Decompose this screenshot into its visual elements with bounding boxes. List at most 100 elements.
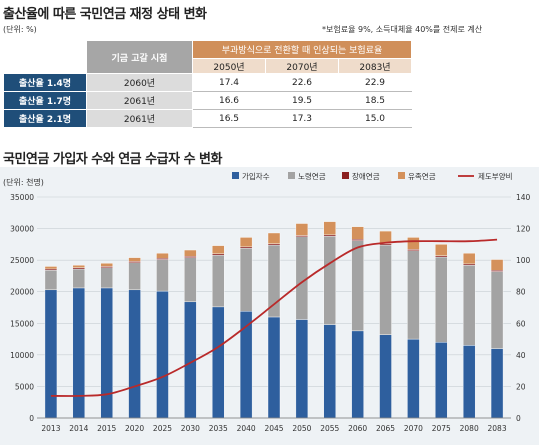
dependency-ratio-line — [50, 238, 498, 397]
depletion-year: 2061년 — [86, 109, 193, 128]
bar-segment — [128, 289, 141, 419]
bars — [44, 221, 504, 419]
bar-segment — [379, 334, 392, 419]
bar-segment — [156, 259, 169, 292]
bar-segment — [295, 223, 309, 236]
x-tick-label: 2020 — [125, 424, 144, 433]
bar-segment — [100, 267, 113, 289]
x-tick-label: 2045 — [264, 424, 283, 433]
bar-segment — [239, 247, 253, 312]
rate-cell: 19.5 — [265, 91, 339, 110]
dependency-line — [50, 238, 498, 397]
y-tick-label-right: 120 — [516, 225, 531, 234]
bar-segment — [72, 264, 86, 268]
x-tick-label: 2080 — [460, 424, 479, 433]
bar-segment — [435, 256, 448, 343]
bar-segment — [184, 249, 197, 257]
y-tick-label-left: 15000 — [10, 319, 34, 328]
bar-segment — [72, 287, 86, 419]
bar-segment — [435, 244, 448, 256]
y-tick-label-right: 60 — [516, 319, 526, 328]
x-tick-label: 2035 — [209, 424, 228, 433]
y-tick-label-left: 35000 — [10, 193, 34, 202]
x-tick-label: 2065 — [376, 424, 395, 433]
x-tick-label: 2060 — [348, 424, 367, 433]
y-tick-label-right: 0 — [516, 414, 521, 423]
bar-segment — [184, 257, 197, 303]
bar-segment — [100, 287, 113, 419]
x-tick-label: 2030 — [181, 424, 200, 433]
bar-segment — [407, 237, 420, 250]
table-title: 출산율에 따른 국민연금 재정 상태 변화 — [3, 7, 207, 22]
bar-segment — [351, 226, 364, 240]
bar-segment — [156, 252, 169, 259]
bar-segment — [128, 262, 141, 291]
row-label: 출산율 2.1명 — [3, 109, 87, 128]
bar-segment — [156, 290, 169, 419]
bar-segment — [462, 252, 476, 265]
x-tick-label: 2083 — [488, 424, 507, 433]
y-tick-label-left: 30000 — [10, 225, 34, 234]
year-2083: 2083년 — [338, 58, 412, 74]
bar-segment — [490, 271, 504, 349]
rate-cell: 22.6 — [265, 73, 339, 92]
rate-cell: 16.6 — [192, 91, 266, 110]
table-note: *보험료율 9%, 소득대체율 40%를 전제로 계산 — [322, 25, 483, 34]
legend-swatch — [288, 172, 295, 179]
bar-segment — [462, 345, 476, 419]
table-row: 출산율 2.1명 2061년 16.5 17.3 15.0 — [3, 109, 412, 128]
y-tick-label-right: 20 — [516, 382, 526, 391]
legend-swatch — [342, 172, 349, 179]
rate-cell: 22.9 — [338, 73, 412, 92]
bar-segment — [379, 244, 392, 335]
x-tick-label: 2070 — [404, 424, 423, 433]
y-tick-label-left: 25000 — [10, 256, 34, 265]
year-2070: 2070년 — [265, 58, 339, 74]
year-2050: 2050년 — [192, 58, 266, 74]
bar-segment — [323, 235, 336, 325]
y-tick-label-right: 80 — [516, 288, 526, 297]
table-unit: (단위: %) — [3, 25, 37, 34]
y-tick-label-left: 20000 — [10, 288, 34, 297]
header-depletion: 기금 고갈 시점 — [86, 40, 193, 74]
bar-segment — [323, 324, 336, 419]
depletion-year: 2060년 — [86, 73, 193, 92]
depletion-year: 2061년 — [86, 91, 193, 110]
y-tick-label-left: 5000 — [15, 382, 34, 391]
legend-label: 제도부양비 — [478, 172, 513, 181]
bar-segment — [435, 342, 448, 419]
bar-segment — [490, 348, 504, 419]
legend-label: 가입자수 — [242, 172, 270, 181]
finance-table: 기금 고갈 시점 부과방식으로 전환할 때 인상되는 보험료율 2050년 20… — [3, 40, 412, 128]
x-tick-label: 2050 — [292, 424, 311, 433]
rate-cell: 18.5 — [338, 91, 412, 110]
y-tick-label-left: 10000 — [10, 351, 34, 360]
x-tick-label: 2075 — [432, 424, 451, 433]
bar-segment — [267, 316, 281, 419]
legend-label: 노령연금 — [298, 172, 326, 181]
y-tick-label-right: 40 — [516, 351, 526, 360]
rate-cell: 17.4 — [192, 73, 266, 92]
legend: 가입자수 노령연금 장애연금 유족연금 제도부양비 — [232, 171, 513, 181]
x-tick-label: 2013 — [41, 424, 60, 433]
bar-segment — [44, 289, 58, 419]
table-row: 출산율 1.7명 2061년 16.6 19.5 18.5 — [3, 91, 412, 110]
bar-segment — [44, 266, 58, 270]
bar-segment — [379, 230, 392, 244]
y-tick-label-right: 140 — [516, 193, 531, 202]
bar-segment — [490, 259, 504, 271]
table-row: 출산율 1.4명 2060년 17.4 22.6 22.9 — [3, 73, 412, 92]
x-tick-label: 2014 — [69, 424, 88, 433]
bar-segment — [295, 319, 309, 419]
bar-segment — [100, 263, 113, 267]
pension-chart: 0500010000150002000025000300003500002040… — [10, 171, 531, 433]
rate-cell: 15.0 — [338, 109, 412, 128]
x-tick-label: 2015 — [97, 424, 116, 433]
bar-segment — [323, 221, 336, 236]
bar-segment — [407, 250, 420, 340]
x-tick-label: 2025 — [153, 424, 172, 433]
bar-segment — [407, 338, 420, 419]
legend-swatch — [232, 172, 239, 179]
bar-segment — [267, 232, 281, 244]
bar-segment — [351, 330, 364, 419]
